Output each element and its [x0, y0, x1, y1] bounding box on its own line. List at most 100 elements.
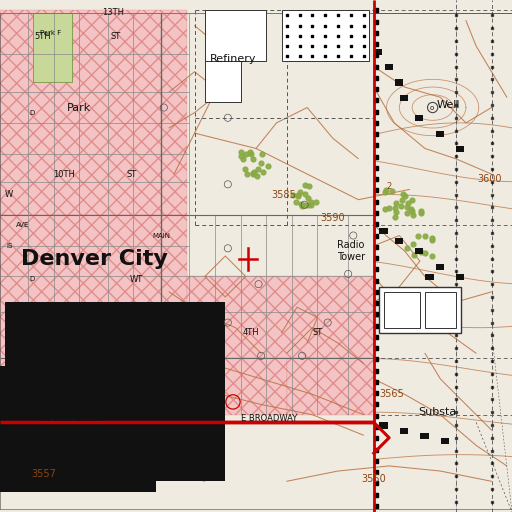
- Bar: [36, 381, 141, 443]
- Point: [414, 232, 422, 241]
- Point: [410, 251, 418, 259]
- Text: AVE: AVE: [16, 222, 29, 228]
- Text: MAIN: MAIN: [152, 232, 170, 239]
- Point: [307, 201, 315, 209]
- Point: [292, 198, 300, 206]
- Bar: [79, 371, 151, 407]
- Point: [247, 150, 255, 158]
- Bar: [379, 287, 461, 333]
- Point: [304, 201, 312, 209]
- Text: Z: Z: [29, 319, 34, 326]
- Point: [243, 170, 251, 178]
- Text: 10TH: 10TH: [53, 169, 75, 179]
- Point: [294, 193, 302, 201]
- Point: [428, 236, 436, 244]
- Text: E: E: [174, 356, 179, 366]
- Bar: [441, 438, 449, 444]
- Text: D: D: [29, 110, 34, 116]
- Bar: [395, 238, 403, 244]
- Bar: [415, 115, 423, 121]
- Text: D: D: [29, 276, 34, 282]
- Bar: [187, 276, 374, 358]
- Text: 3585: 3585: [272, 189, 296, 200]
- Point: [397, 202, 405, 210]
- Point: [408, 196, 416, 204]
- Point: [402, 203, 411, 211]
- Bar: [436, 131, 444, 137]
- Bar: [384, 292, 420, 328]
- Bar: [0, 215, 187, 415]
- Text: 4TH: 4TH: [243, 328, 259, 337]
- Point: [407, 204, 415, 212]
- Point: [241, 164, 249, 173]
- Bar: [0, 10, 187, 215]
- Point: [259, 167, 267, 176]
- Bar: [456, 146, 464, 152]
- Text: ST: ST: [110, 32, 120, 41]
- Point: [246, 148, 254, 156]
- Point: [253, 172, 261, 180]
- Bar: [374, 49, 382, 55]
- Point: [249, 169, 258, 177]
- Text: Park F: Park F: [39, 30, 61, 36]
- Text: 3557: 3557: [31, 468, 56, 479]
- Point: [381, 188, 389, 197]
- Point: [392, 199, 400, 207]
- Bar: [379, 228, 388, 234]
- Bar: [5, 302, 225, 481]
- Bar: [287, 358, 374, 415]
- Point: [417, 209, 425, 218]
- Text: ST: ST: [312, 328, 323, 337]
- Text: 3565: 3565: [379, 389, 403, 399]
- Text: Refinery: Refinery: [210, 54, 256, 64]
- Point: [312, 198, 320, 206]
- Point: [389, 187, 397, 196]
- Point: [293, 191, 302, 200]
- Point: [404, 199, 412, 207]
- Point: [258, 150, 266, 158]
- Point: [417, 248, 425, 256]
- Text: Park: Park: [125, 307, 146, 317]
- Bar: [436, 264, 444, 270]
- Point: [238, 148, 246, 156]
- Point: [264, 162, 272, 170]
- Point: [409, 211, 417, 220]
- Bar: [205, 10, 266, 61]
- Text: 2: 2: [387, 182, 392, 191]
- Point: [409, 240, 417, 248]
- Point: [416, 207, 424, 215]
- Text: 4TH: 4TH: [36, 328, 52, 337]
- Text: 3550: 3550: [361, 474, 386, 484]
- Point: [399, 190, 407, 198]
- Text: Radio
Tower: Radio Tower: [337, 240, 365, 262]
- Point: [421, 248, 429, 257]
- Bar: [425, 274, 434, 280]
- Text: Well: Well: [436, 100, 460, 110]
- Point: [428, 234, 436, 242]
- Point: [385, 204, 393, 212]
- Bar: [415, 248, 423, 254]
- Point: [289, 190, 297, 199]
- Bar: [0, 215, 187, 415]
- Bar: [385, 64, 393, 70]
- Text: W: W: [5, 190, 13, 199]
- Text: WT: WT: [135, 361, 148, 371]
- Bar: [0, 366, 156, 492]
- Text: ST: ST: [127, 169, 137, 179]
- Text: BMx3571: BMx3571: [70, 400, 109, 409]
- Text: WT: WT: [130, 274, 143, 284]
- Point: [307, 198, 315, 206]
- Text: ST: ST: [122, 328, 132, 337]
- Bar: [287, 358, 374, 415]
- Text: o: o: [430, 104, 434, 111]
- Bar: [187, 276, 374, 358]
- Bar: [425, 292, 456, 328]
- Bar: [395, 79, 403, 86]
- Bar: [420, 433, 429, 439]
- Bar: [0, 10, 187, 215]
- Bar: [456, 274, 464, 280]
- Bar: [36, 361, 161, 440]
- Point: [297, 200, 305, 208]
- Point: [237, 152, 245, 160]
- Text: Park: Park: [67, 102, 92, 113]
